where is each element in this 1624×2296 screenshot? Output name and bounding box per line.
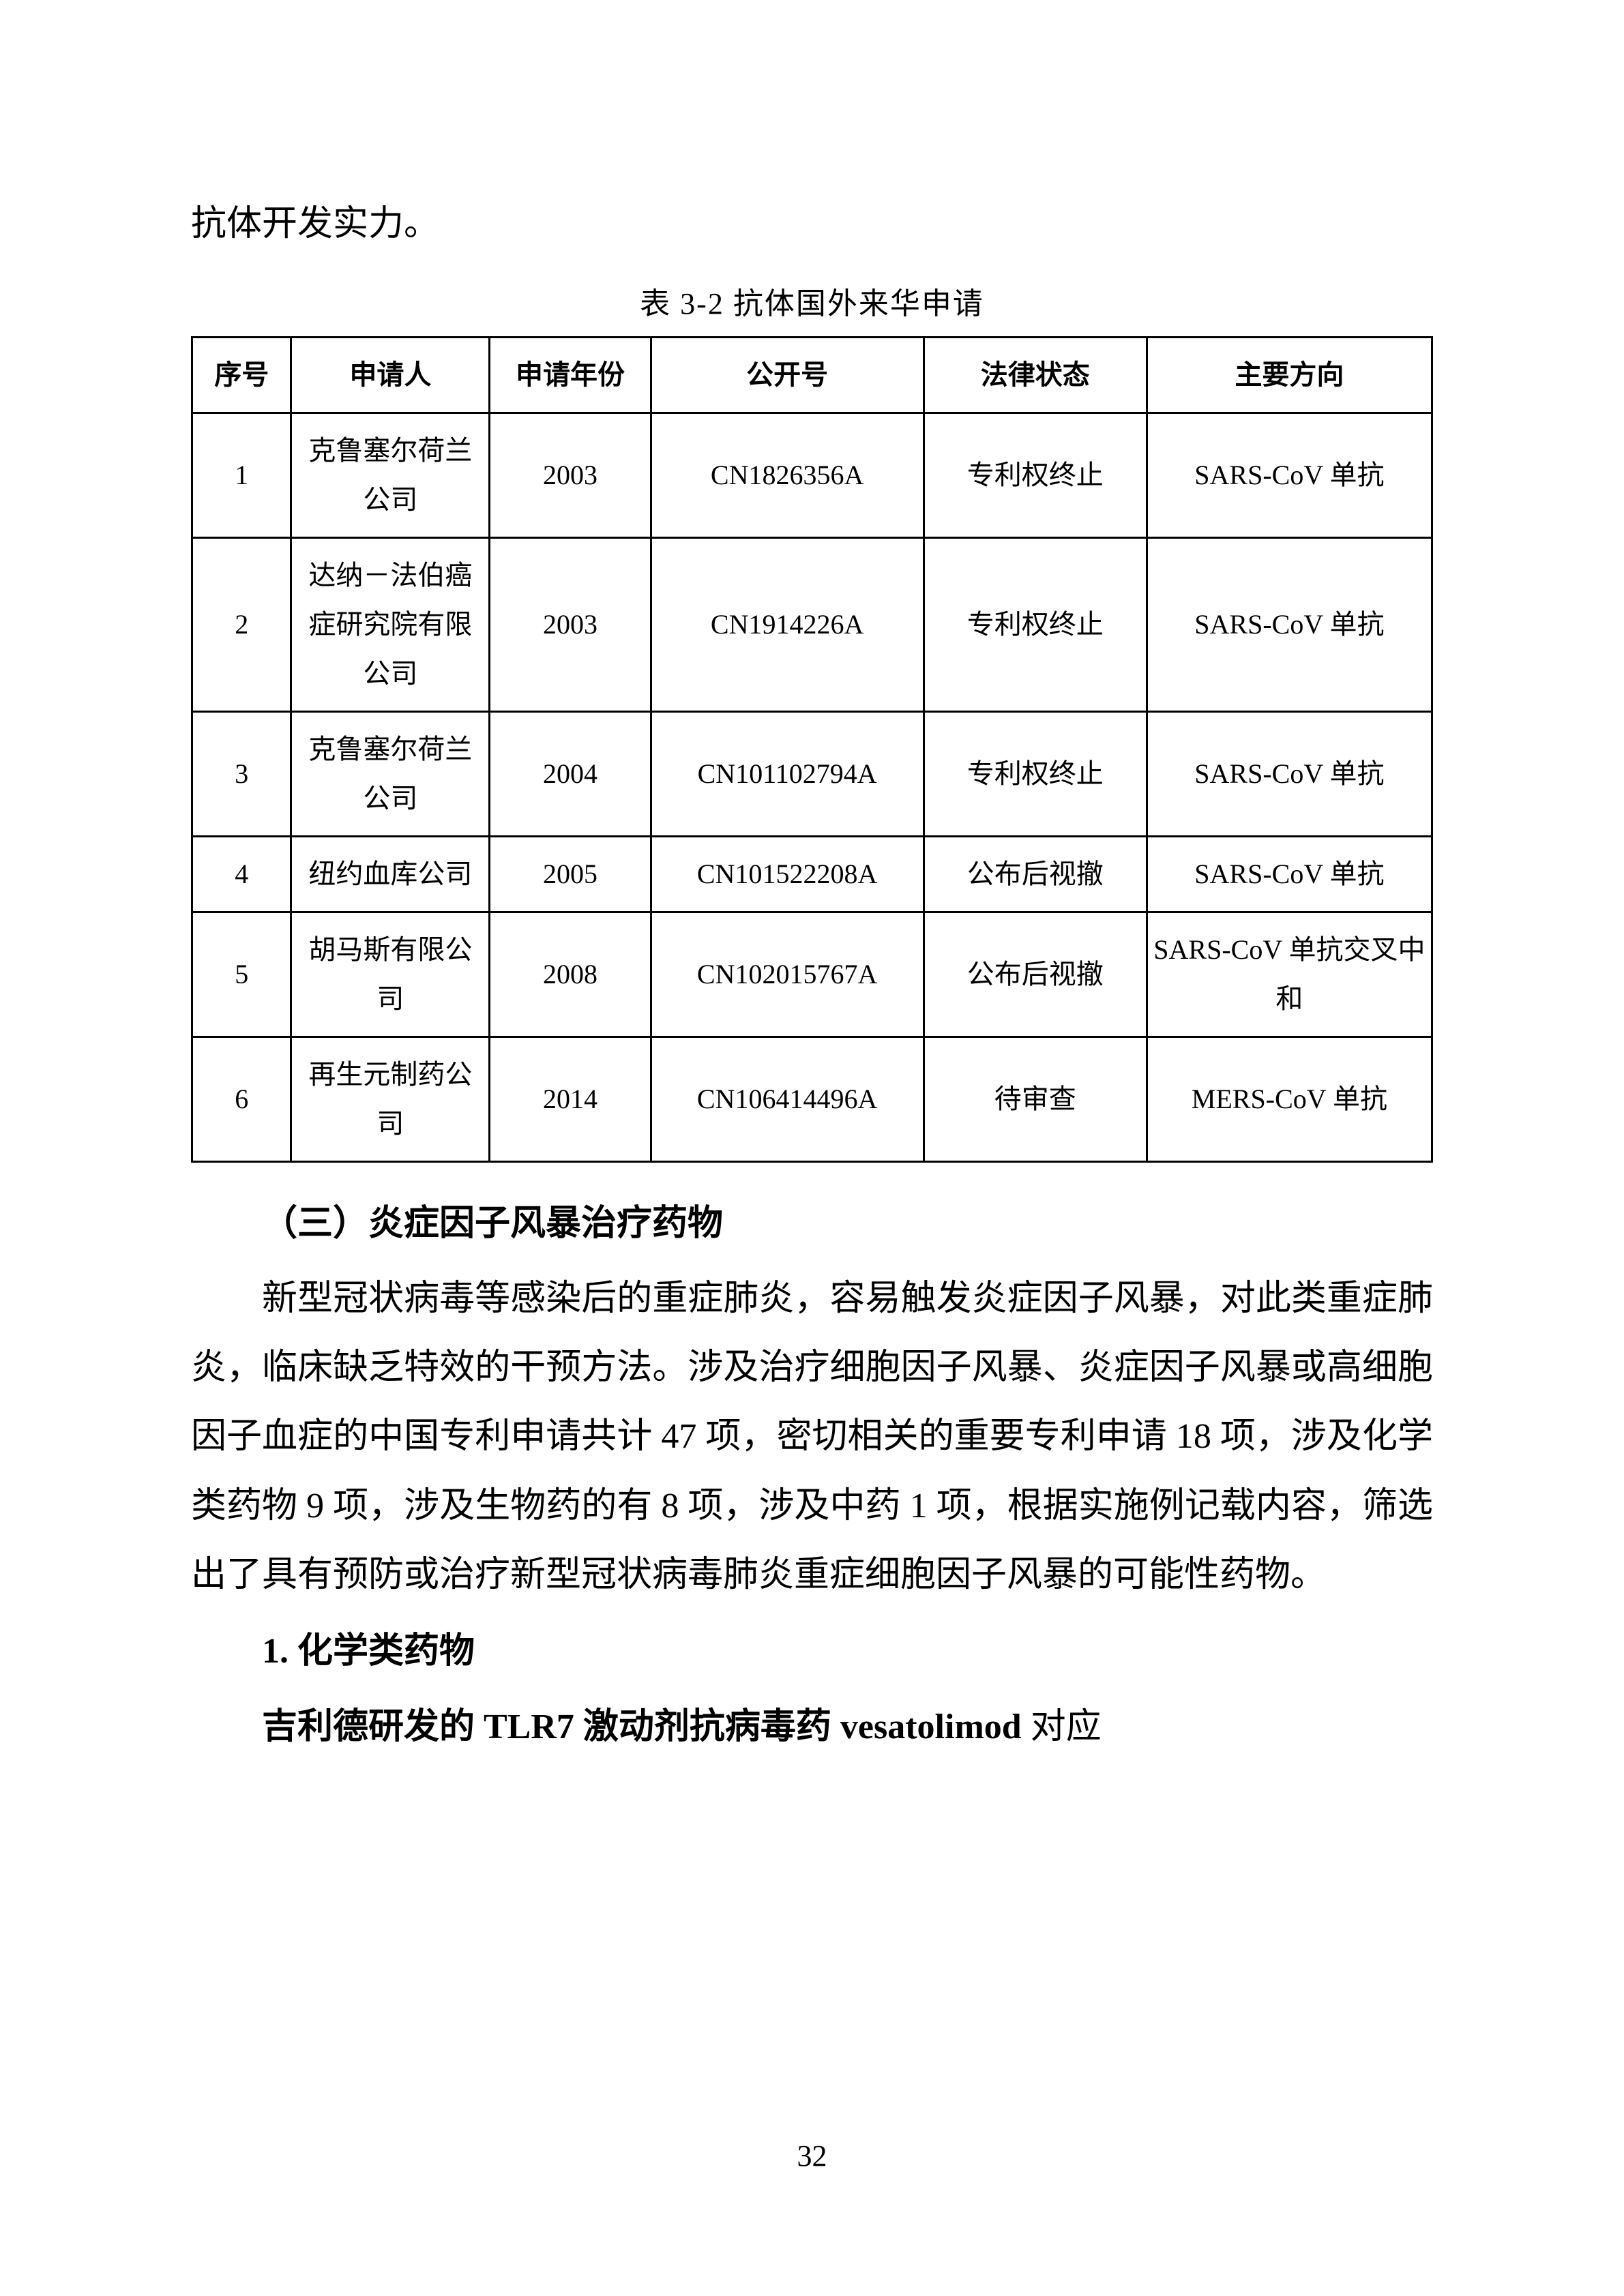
cell: CN106414496A: [651, 1037, 924, 1161]
cell: 5: [192, 912, 291, 1037]
antibody-foreign-table: 序号 申请人 申请年份 公开号 法律状态 主要方向 1 克鲁塞尔荷兰公司 200…: [191, 336, 1433, 1163]
table-header-row: 序号 申请人 申请年份 公开号 法律状态 主要方向: [192, 337, 1432, 413]
cell: 2003: [490, 413, 651, 537]
cell: CN102015767A: [651, 912, 924, 1037]
cell: 纽约血库公司: [291, 836, 490, 912]
th-seq: 序号: [192, 337, 291, 413]
cell: 胡马斯有限公司: [291, 912, 490, 1037]
cell: 4: [192, 836, 291, 912]
cell: SARS-CoV 单抗: [1147, 537, 1432, 711]
table-row: 2 达纳－法伯癌症研究院有限公司 2003 CN1914226A 专利权终止 S…: [192, 537, 1432, 711]
th-dir: 主要方向: [1147, 337, 1432, 413]
subheading-chemical: 1. 化学类药物: [191, 1617, 1433, 1686]
cell: SARS-CoV 单抗: [1147, 711, 1432, 836]
th-pub: 公开号: [651, 337, 924, 413]
cell: 公布后视撤: [924, 836, 1147, 912]
table-row: 3 克鲁塞尔荷兰公司 2004 CN101102794A 专利权终止 SARS-…: [192, 711, 1432, 836]
table-row: 4 纽约血库公司 2005 CN101522208A 公布后视撤 SARS-Co…: [192, 836, 1432, 912]
section-heading-3: （三）炎症因子风暴治疗药物: [191, 1190, 1433, 1257]
th-year: 申请年份: [490, 337, 651, 413]
table-caption: 表 3-2 抗体国外来华申请: [191, 279, 1433, 323]
last-line-tail: 对应: [1022, 1708, 1102, 1746]
body-paragraph: 新型冠状病毒等感染后的重症肺炎，容易触发炎症因子风暴，对此类重症肺炎，临床缺乏特…: [191, 1264, 1433, 1610]
cell: CN101522208A: [651, 836, 924, 912]
table-row: 6 再生元制药公司 2014 CN106414496A 待审查 MERS-CoV…: [192, 1037, 1432, 1161]
cell: 2005: [490, 836, 651, 912]
cell: 专利权终止: [924, 537, 1147, 711]
table-row: 1 克鲁塞尔荷兰公司 2003 CN1826356A 专利权终止 SARS-Co…: [192, 413, 1432, 537]
cell: 再生元制药公司: [291, 1037, 490, 1161]
cell: 2008: [490, 912, 651, 1037]
cell: 2004: [490, 711, 651, 836]
cell: 克鲁塞尔荷兰公司: [291, 413, 490, 537]
cell: 待审查: [924, 1037, 1147, 1161]
cell: SARS-CoV 单抗: [1147, 836, 1432, 912]
cell: 克鲁塞尔荷兰公司: [291, 711, 490, 836]
th-law: 法律状态: [924, 337, 1147, 413]
cell: 专利权终止: [924, 711, 1147, 836]
intro-tail-text: 抗体开发实力。: [191, 191, 1433, 258]
cell: 1: [192, 413, 291, 537]
cell: MERS-CoV 单抗: [1147, 1037, 1432, 1161]
cell: 6: [192, 1037, 291, 1161]
cell: 专利权终止: [924, 413, 1147, 537]
page-number: 32: [0, 2138, 1624, 2173]
cell: SARS-CoV 单抗交叉中和: [1147, 912, 1432, 1037]
last-line-bold: 吉利德研发的 TLR7 激动剂抗病毒药 vesatolimod: [262, 1708, 1022, 1746]
cell: 2014: [490, 1037, 651, 1161]
cell: SARS-CoV 单抗: [1147, 413, 1432, 537]
table-row: 5 胡马斯有限公司 2008 CN102015767A 公布后视撤 SARS-C…: [192, 912, 1432, 1037]
cell: CN101102794A: [651, 711, 924, 836]
cell: CN1826356A: [651, 413, 924, 537]
th-app: 申请人: [291, 337, 490, 413]
cell: 2: [192, 537, 291, 711]
cell: 公布后视撤: [924, 912, 1147, 1037]
cell: 2003: [490, 537, 651, 711]
cell: 3: [192, 711, 291, 836]
last-line: 吉利德研发的 TLR7 激动剂抗病毒药 vesatolimod 对应: [191, 1693, 1433, 1761]
cell: CN1914226A: [651, 537, 924, 711]
cell: 达纳－法伯癌症研究院有限公司: [291, 537, 490, 711]
